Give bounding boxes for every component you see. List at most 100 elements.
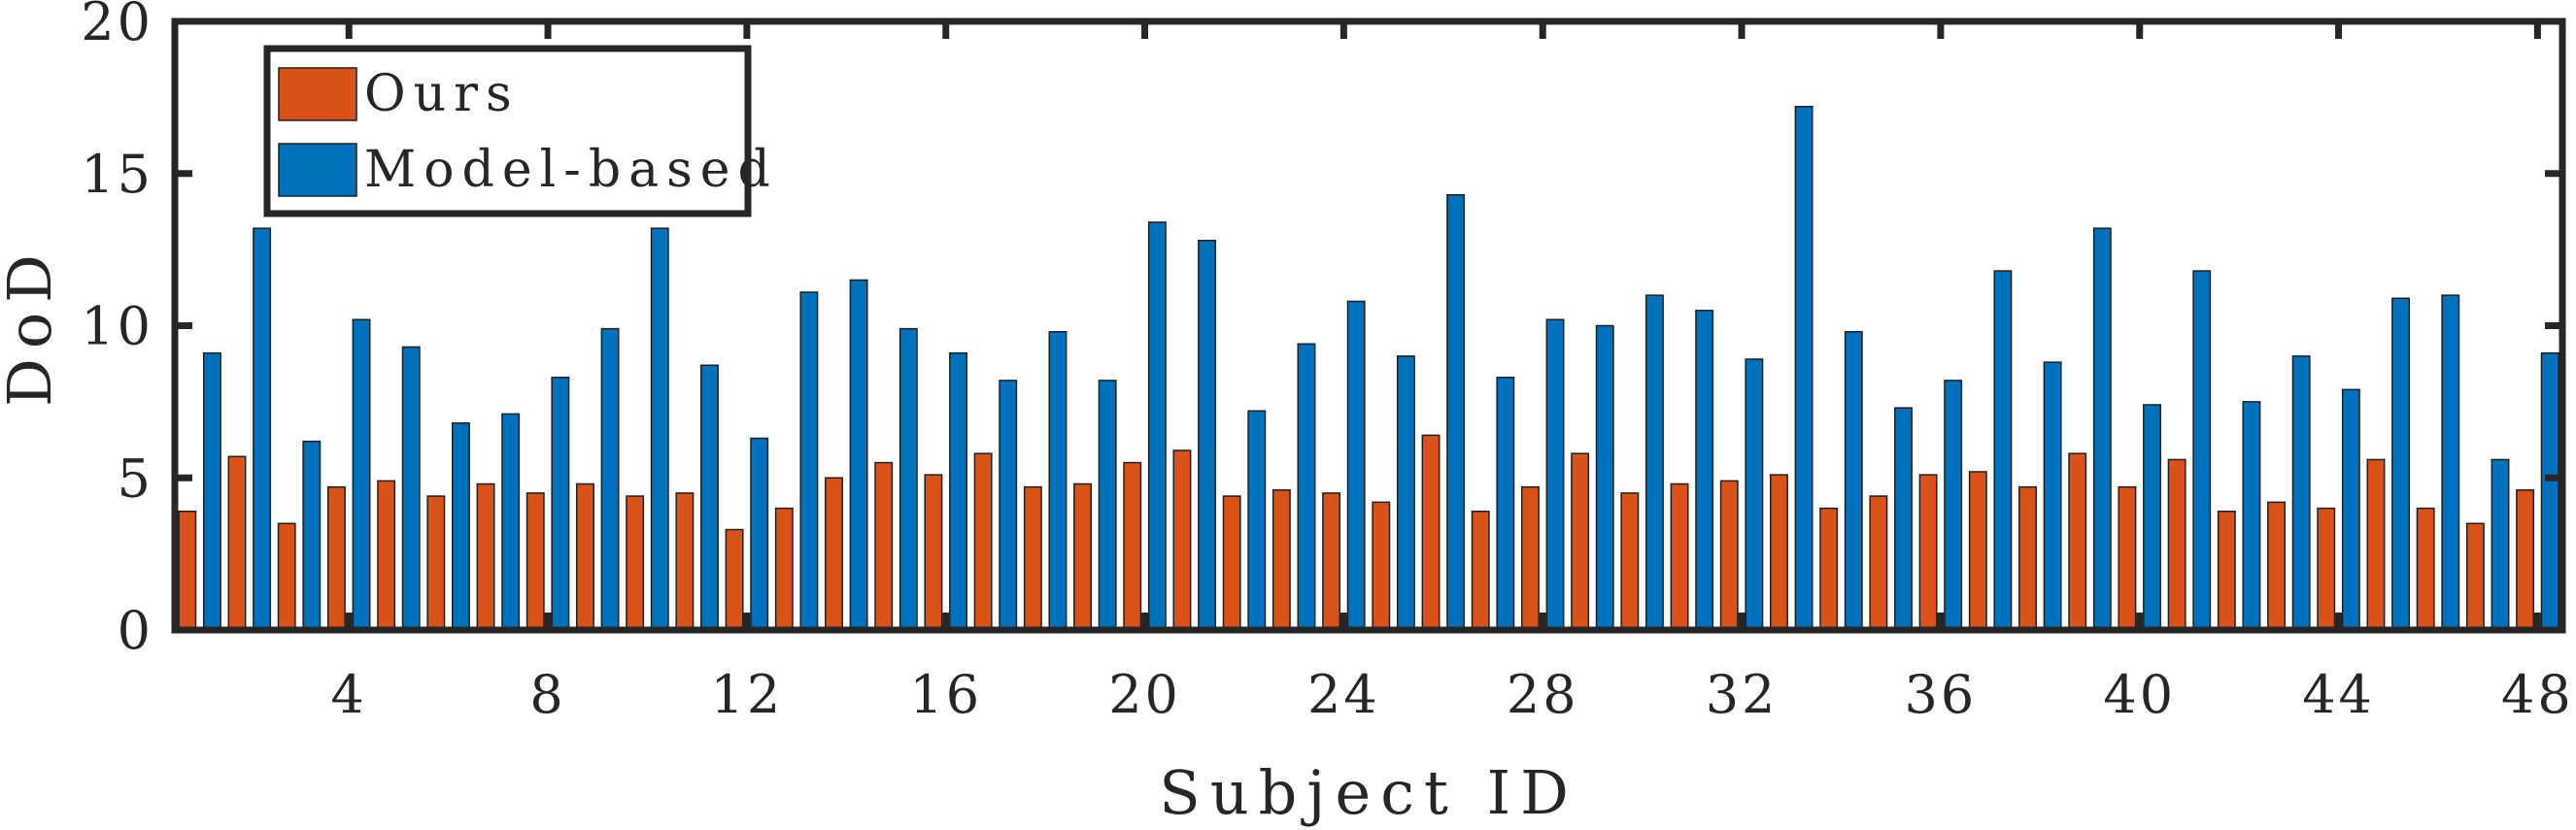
bar-model-based-subject-9 (600, 327, 620, 631)
bar-ours-subject-25 (1372, 501, 1391, 631)
bar-ours-subject-33 (1770, 474, 1788, 631)
bar-ours-subject-34 (1819, 507, 1839, 631)
bar-model-based-subject-5 (401, 346, 421, 631)
bar-ours-subject-47 (2465, 522, 2485, 631)
bar-ours-subject-10 (626, 495, 645, 631)
bar-model-based-subject-22 (1247, 410, 1267, 631)
bar-model-based-subject-31 (1695, 310, 1714, 631)
bar-ours-subject-48 (2516, 489, 2535, 631)
bar-model-based-subject-45 (2391, 297, 2411, 631)
bar-ours-subject-21 (1172, 449, 1192, 631)
bar-ours-subject-32 (1719, 480, 1739, 631)
bar-model-based-subject-38 (2043, 361, 2062, 631)
bar-ours-subject-41 (2167, 458, 2186, 631)
bar-model-based-subject-40 (2143, 404, 2161, 631)
bar-ours-subject-8 (525, 492, 545, 631)
bar-model-based-subject-18 (1048, 331, 1068, 631)
bar-ours-subject-1 (178, 510, 197, 631)
bar-model-based-subject-29 (1595, 324, 1614, 631)
bar-model-based-subject-48 (2540, 351, 2559, 631)
bar-model-based-subject-42 (2242, 401, 2261, 631)
bar-ours-subject-24 (1322, 492, 1341, 631)
bar-ours-subject-31 (1670, 482, 1689, 631)
x-tick-label-24: 24 (1307, 664, 1380, 725)
bar-model-based-subject-41 (2192, 270, 2212, 631)
bar-model-based-subject-11 (700, 364, 719, 631)
bar-ours-subject-11 (675, 492, 695, 631)
bar-model-based-subject-34 (1844, 331, 1863, 631)
bar-model-based-subject-14 (849, 279, 868, 631)
y-tick-label-10: 10 (81, 296, 153, 357)
bar-model-based-subject-2 (253, 227, 272, 631)
bar-model-based-subject-47 (2491, 458, 2510, 631)
bar-ours-subject-7 (476, 482, 495, 631)
bar-ours-subject-14 (825, 477, 843, 631)
x-tick-label-44: 44 (2302, 664, 2375, 725)
y-axis-label: DoD (0, 245, 65, 407)
bar-model-based-subject-39 (2092, 227, 2112, 631)
bar-model-based-subject-1 (202, 351, 221, 631)
bar-model-based-subject-37 (1993, 270, 2013, 631)
bar-model-based-subject-17 (999, 380, 1018, 631)
bar-ours-subject-45 (2366, 458, 2386, 631)
y-tick-label-15: 15 (81, 144, 153, 205)
bar-model-based-subject-23 (1297, 343, 1316, 631)
bar-ours-subject-26 (1421, 434, 1441, 631)
bar-model-based-subject-20 (1147, 221, 1167, 631)
bar-ours-subject-2 (227, 455, 247, 631)
x-tick-label-4: 4 (331, 664, 367, 725)
bar-model-based-subject-15 (898, 327, 918, 631)
bar-ours-subject-13 (774, 507, 794, 631)
bar-ours-subject-22 (1222, 495, 1241, 631)
bar-model-based-subject-6 (451, 422, 470, 631)
bar-ours-subject-4 (326, 485, 346, 631)
bar-ours-subject-20 (1123, 461, 1142, 631)
x-tick-label-20: 20 (1108, 664, 1181, 725)
legend-label-model-based: Model-based (364, 141, 778, 199)
bar-model-based-subject-26 (1446, 193, 1466, 631)
bar-ours-subject-18 (1023, 485, 1042, 631)
x-tick-label-12: 12 (711, 664, 784, 725)
bar-model-based-subject-7 (501, 413, 521, 631)
legend-swatch-ours (278, 67, 357, 121)
bar-ours-subject-9 (576, 482, 594, 631)
bar-ours-subject-3 (277, 522, 296, 631)
y-tick-label-20: 20 (81, 0, 153, 52)
bar-model-based-subject-21 (1198, 239, 1217, 631)
bar-model-based-subject-16 (949, 351, 967, 631)
x-tick-label-16: 16 (909, 664, 982, 725)
legend: Ours Model-based (263, 45, 778, 217)
bar-model-based-subject-25 (1396, 355, 1415, 631)
bar-ours-subject-27 (1471, 510, 1490, 631)
bar-ours-subject-35 (1869, 495, 1888, 631)
bar-model-based-subject-27 (1496, 377, 1515, 631)
y-tick-label-5: 5 (118, 448, 153, 509)
legend-swatch-model-based (278, 143, 357, 197)
y-tick-label-0: 0 (118, 600, 153, 661)
bar-ours-subject-5 (377, 480, 396, 631)
bar-ours-subject-23 (1271, 489, 1291, 631)
bar-model-based-subject-28 (1545, 318, 1565, 631)
bar-model-based-subject-44 (2341, 388, 2360, 631)
bar-ours-subject-39 (2068, 452, 2087, 631)
bar-model-based-subject-32 (1745, 358, 1764, 631)
bar-ours-subject-30 (1620, 492, 1640, 631)
x-tick-label-36: 36 (1905, 664, 1978, 725)
legend-label-ours: Ours (364, 65, 520, 123)
bar-model-based-subject-3 (302, 440, 322, 631)
bar-model-based-subject-10 (650, 227, 669, 631)
bar-ours-subject-42 (2217, 510, 2236, 631)
bar-model-based-subject-8 (551, 377, 570, 631)
bar-model-based-subject-35 (1894, 407, 1913, 631)
bar-model-based-subject-30 (1644, 294, 1664, 631)
bar-ours-subject-44 (2317, 507, 2336, 631)
bar-ours-subject-28 (1520, 485, 1540, 631)
x-tick-label-8: 8 (529, 664, 565, 725)
x-axis-label: Subject ID (1159, 757, 1578, 828)
x-tick-label-28: 28 (1507, 664, 1579, 725)
bar-model-based-subject-12 (750, 437, 769, 631)
bar-model-based-subject-24 (1346, 300, 1366, 631)
